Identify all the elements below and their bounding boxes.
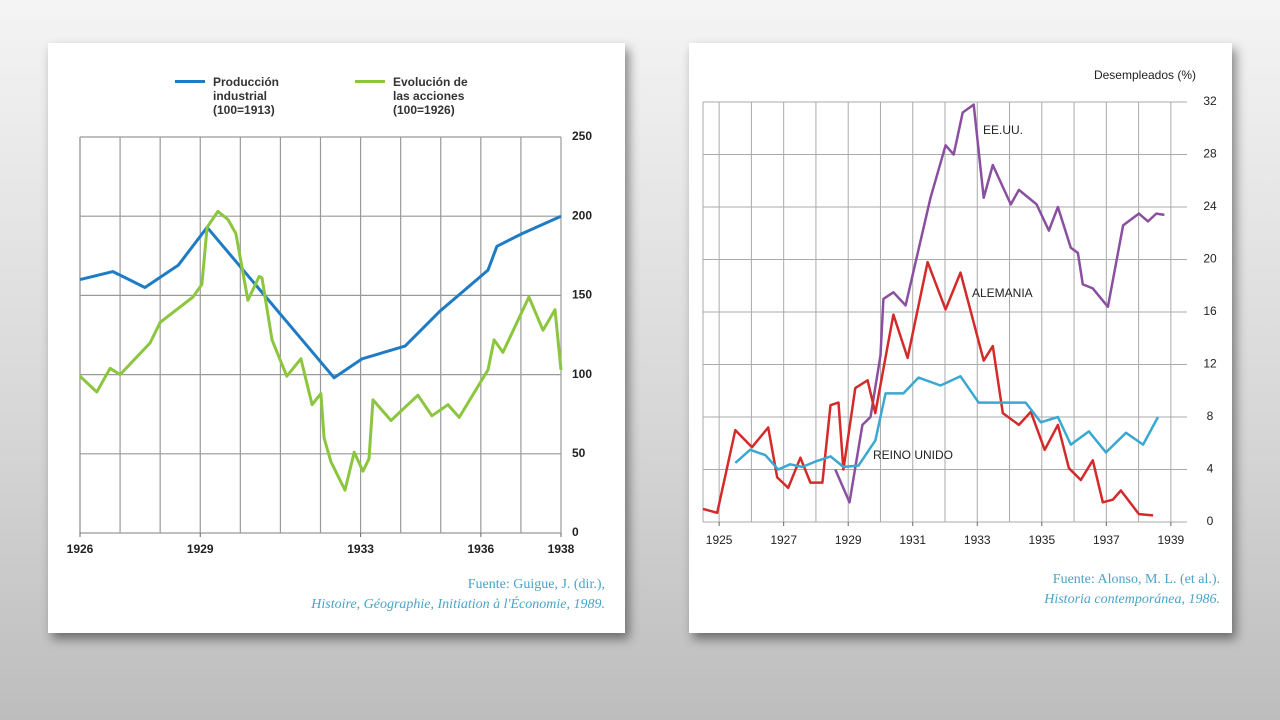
line-series: [702, 260, 1154, 517]
chart-panel: [689, 43, 1232, 633]
x-tick-label: 1939: [1158, 533, 1185, 547]
y-tick-label: 150: [572, 288, 592, 302]
source: Fuente: Guigue, J. (dir.), Histoire, Géog…: [150, 575, 605, 615]
x-tick-label: 1926: [67, 542, 94, 556]
series-label: EE.UU.: [983, 123, 1023, 137]
source: Fuente: Alonso, M. L. (et al.). Historia …: [900, 570, 1220, 610]
y-tick-label: 20: [1203, 252, 1217, 266]
x-tick-label: 1925: [706, 533, 733, 547]
y-tick-label: 32: [1203, 94, 1217, 108]
source-line: Historia contemporánea, 1986.: [1044, 592, 1220, 607]
y-tick-label: 100: [572, 367, 592, 381]
y-tick-label: 24: [1203, 199, 1217, 213]
legend-label: Evolución de las acciones (100=1926): [393, 75, 468, 117]
x-tick-label: 1929: [835, 533, 862, 547]
y-tick-label: 50: [572, 446, 586, 460]
line-series: [834, 103, 1165, 504]
legend-swatch: [355, 80, 385, 83]
x-tick-label: 1935: [1028, 533, 1055, 547]
x-tick-label: 1927: [770, 533, 797, 547]
y-tick-label: 4: [1207, 462, 1214, 476]
y-tick-label: 250: [572, 129, 592, 143]
line-series: [734, 375, 1160, 471]
series-label: ALEMANIA: [972, 286, 1033, 300]
series-label: REINO UNIDO: [873, 448, 953, 462]
y-axis-label: Desempleados (%): [1094, 68, 1196, 82]
legend-label: Producción industrial (100=1913): [213, 75, 280, 117]
y-tick-label: 12: [1203, 357, 1217, 371]
source-line: Histoire, Géographie, Initiation à l'Éco…: [311, 597, 605, 612]
x-tick-label: 1929: [187, 542, 214, 556]
y-tick-label: 0: [1207, 514, 1214, 528]
source-line: Fuente: Alonso, M. L. (et al.).: [1052, 572, 1220, 587]
y-tick-label: 8: [1207, 409, 1214, 423]
x-tick-label: 1936: [467, 542, 494, 556]
chart-panel: [48, 43, 625, 633]
y-tick-label: 16: [1203, 304, 1217, 318]
y-tick-label: 0: [572, 525, 579, 539]
y-tick-label: 200: [572, 208, 592, 222]
line-series: [78, 209, 563, 492]
x-tick-label: 1938: [548, 542, 575, 556]
source-line: Fuente: Guigue, J. (dir.),: [467, 577, 605, 592]
x-tick-label: 1931: [899, 533, 926, 547]
y-tick-label: 28: [1203, 147, 1217, 161]
line-series: [79, 214, 562, 380]
x-tick-label: 1933: [347, 542, 374, 556]
x-tick-label: 1933: [964, 533, 991, 547]
legend-swatch: [175, 80, 205, 83]
x-tick-label: 1937: [1093, 533, 1120, 547]
